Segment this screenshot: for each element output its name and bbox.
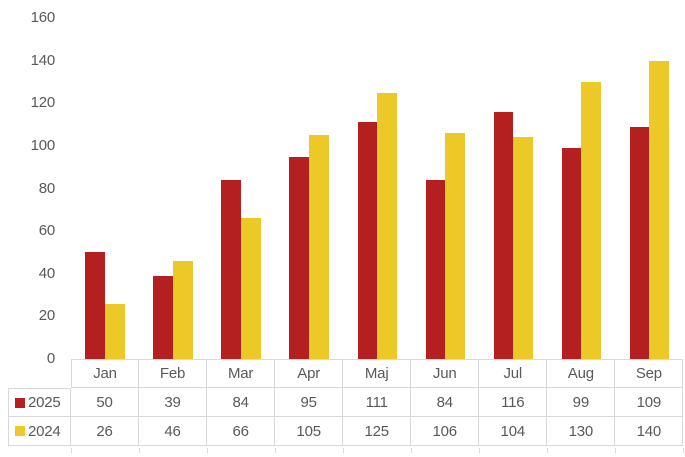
chart-data-table: Jan Feb Mar Apr Maj Jun Jul Aug Sep 2025 50 39 84 95 1… (8, 359, 684, 447)
value-2025-feb: 39 (139, 388, 208, 418)
category-axis-tick (479, 447, 481, 453)
table-corner-cell (8, 359, 71, 388)
category-axis-tick (411, 447, 413, 453)
value-2025-jan: 50 (71, 388, 140, 418)
category-axis-tick (71, 447, 72, 453)
legend-label-2025: 2025 (28, 394, 61, 412)
value-2024-jan: 26 (71, 417, 140, 447)
value-2025-jun: 84 (411, 388, 480, 418)
month-header-maj: Maj (343, 359, 412, 389)
value-2025-maj: 111 (343, 388, 412, 418)
bar-2025-mar[interactable] (221, 179, 242, 359)
bar-2025-aug[interactable] (561, 148, 582, 359)
bar-2025-maj[interactable] (357, 122, 378, 359)
month-header-jun: Jun (411, 359, 480, 389)
bar-2024-aug[interactable] (581, 81, 602, 359)
category-axis-tick (139, 447, 141, 453)
bar-2024-jul[interactable] (513, 137, 533, 359)
bar-2025-sep[interactable] (629, 126, 650, 359)
value-2024-jun: 106 (411, 417, 480, 447)
value-2024-sep: 140 (615, 417, 684, 447)
category-axis-tick (615, 447, 617, 453)
y-axis-tick-label: 20 (38, 307, 55, 325)
category-axis-tick (547, 447, 549, 453)
legend-swatch-2025 (15, 397, 25, 408)
value-2024-jul: 104 (479, 417, 548, 447)
value-2025-jul: 116 (479, 388, 548, 418)
bar-2025-jun[interactable] (425, 179, 446, 359)
value-2024-apr: 105 (275, 417, 344, 447)
bar-2024-jun[interactable] (445, 133, 465, 359)
value-2024-feb: 46 (139, 417, 208, 447)
value-2025-sep: 109 (615, 388, 684, 418)
month-header-apr: Apr (275, 359, 344, 389)
legend-key-2025[interactable]: 2025 (8, 388, 71, 418)
y-axis-tick-label: 140 (30, 51, 56, 69)
value-2024-mar: 66 (207, 417, 276, 447)
legend-label-2024: 2024 (28, 422, 61, 440)
bar-2024-jan[interactable] (105, 303, 125, 359)
month-header-sep: Sep (615, 359, 684, 389)
category-axis-tick (683, 447, 685, 453)
bar-2024-sep[interactable] (649, 60, 670, 359)
legend-swatch-2024 (15, 426, 25, 437)
value-2025-aug: 99 (547, 388, 616, 418)
bar-2024-feb[interactable] (173, 260, 193, 359)
month-header-jul: Jul (479, 359, 548, 389)
value-2025-apr: 95 (275, 388, 344, 418)
value-2024-maj: 125 (343, 417, 412, 447)
y-axis-tick-label: 40 (38, 264, 55, 282)
y-axis-tick-label: 160 (30, 9, 56, 26)
bar-2025-feb[interactable] (153, 275, 174, 359)
bar-2025-jan[interactable] (85, 252, 105, 359)
y-axis-tick-label: 0 (46, 350, 55, 367)
month-header-jan: Jan (71, 359, 140, 389)
month-header-aug: Aug (547, 359, 616, 389)
legend-key-2024[interactable]: 2024 (8, 417, 71, 447)
month-header-mar: Mar (207, 359, 276, 389)
value-2025-mar: 84 (207, 388, 276, 418)
month-header-feb: Feb (139, 359, 208, 389)
category-axis-tick (275, 447, 277, 453)
y-axis-tick-label: 100 (30, 136, 56, 154)
bar-2024-maj[interactable] (377, 92, 397, 359)
bar-2024-apr[interactable] (309, 135, 329, 359)
y-axis-tick-label: 120 (30, 94, 56, 112)
bar-2024-mar[interactable] (241, 218, 261, 359)
y-axis-tick-label: 60 (38, 222, 55, 240)
bar-2025-jul[interactable] (493, 111, 514, 359)
category-axis-tick (207, 447, 209, 453)
category-axis-tick (343, 447, 345, 453)
y-axis-tick-label: 80 (38, 179, 55, 197)
bar-2025-apr[interactable] (289, 156, 310, 359)
value-2024-aug: 130 (547, 417, 616, 447)
